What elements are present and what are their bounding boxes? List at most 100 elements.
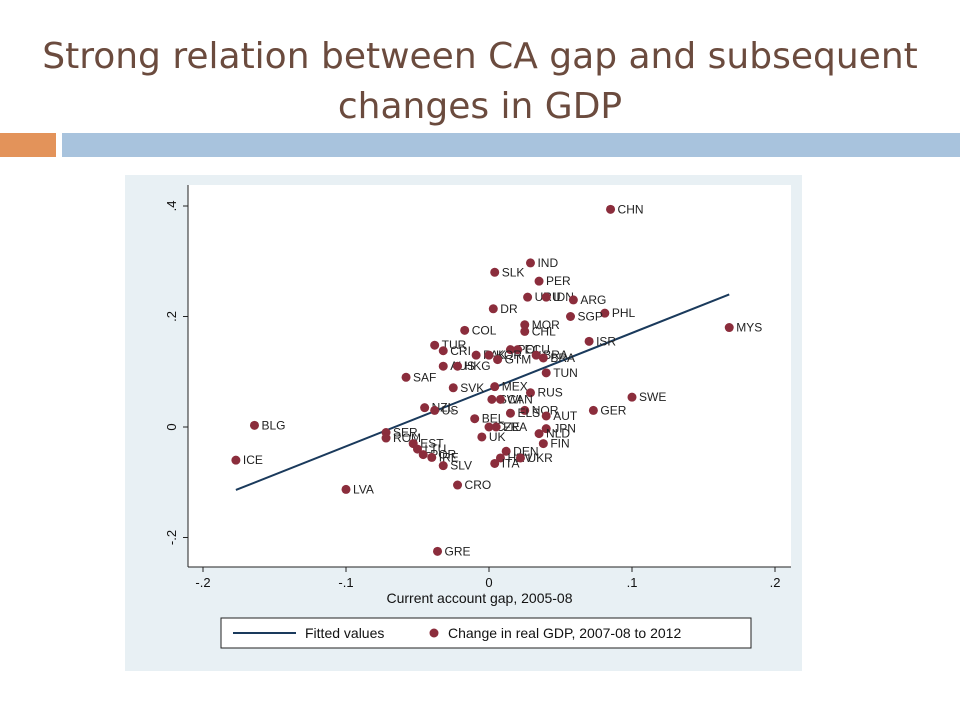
data-point — [470, 414, 480, 424]
data-point-label: IDN — [553, 290, 574, 304]
data-point — [538, 353, 548, 363]
data-point-label: US — [442, 403, 459, 417]
data-point-label: LVA — [353, 482, 374, 496]
data-point-label: CHL — [532, 324, 556, 338]
data-point-label: PER — [546, 274, 571, 288]
accent-bar-orange — [0, 133, 56, 157]
y-tick-label: -.2 — [164, 530, 179, 545]
data-point-label: GTM — [505, 353, 532, 367]
data-point — [541, 424, 551, 434]
data-point — [430, 405, 440, 415]
data-point — [513, 345, 523, 355]
data-point — [487, 394, 497, 404]
x-tick-label: -.2 — [195, 575, 210, 590]
data-point — [453, 480, 463, 490]
data-point-label: KOR — [496, 348, 522, 362]
data-point — [490, 382, 500, 392]
data-point-label: FRA — [503, 420, 527, 434]
data-point-label: NLD — [546, 427, 570, 441]
data-point-label: SLV — [450, 459, 472, 473]
data-point-label: ITA — [502, 456, 520, 470]
data-point — [600, 308, 610, 318]
data-point — [341, 484, 351, 494]
data-point-label: AUT — [553, 409, 578, 423]
data-point — [520, 405, 530, 415]
data-point — [477, 432, 487, 442]
data-point-label: RUS — [537, 386, 562, 400]
data-point — [495, 453, 505, 463]
data-point-label: CRO — [465, 478, 492, 492]
data-point-label: ECU — [525, 343, 550, 357]
data-point-label: ICE — [243, 453, 263, 467]
data-point — [724, 323, 734, 333]
data-point-label: NOR — [532, 403, 559, 417]
x-tick-label: 0 — [485, 575, 492, 590]
data-point-label: TUN — [553, 366, 578, 380]
data-point — [438, 346, 448, 356]
data-point — [490, 458, 500, 468]
data-point — [471, 350, 481, 360]
data-point-label: JPN — [553, 422, 576, 436]
data-point — [418, 450, 428, 460]
data-point — [566, 312, 576, 321]
data-point — [427, 452, 437, 462]
plot-area — [188, 185, 791, 567]
data-point-label: MEX — [502, 380, 528, 394]
data-point — [438, 361, 448, 371]
chart-panel: -.2 0 .2 .4 -.2 -.1 0 .1 .2 Current account gap, … — [125, 175, 802, 671]
y-tick-label: .2 — [164, 311, 179, 322]
data-point — [520, 320, 530, 330]
data-point-label: FIN — [550, 437, 569, 451]
data-point-label: PHL — [612, 306, 636, 320]
data-point — [231, 455, 241, 465]
data-point-label: BRA — [543, 348, 568, 362]
data-point-label: SLK — [502, 265, 525, 279]
data-point-label: COL — [472, 323, 497, 337]
legend-fitted-label: Fitted values — [305, 625, 384, 641]
data-point-label: IRE — [439, 450, 459, 464]
data-point — [531, 350, 541, 360]
data-point — [606, 204, 616, 214]
data-point — [488, 304, 498, 314]
data-point-label: SVK — [460, 381, 484, 395]
y-tick-label: .4 — [164, 201, 179, 212]
data-point-label: ISR — [596, 334, 616, 348]
data-point — [541, 292, 551, 302]
data-point-label: CZE — [496, 420, 520, 434]
data-point — [249, 420, 259, 430]
data-point-label: GER — [600, 403, 626, 417]
data-point — [538, 439, 548, 449]
x-axis-label: Current account gap, 2005-08 — [386, 590, 572, 606]
data-point — [505, 408, 515, 418]
data-point — [413, 444, 422, 454]
data-point-label: GRE — [445, 544, 471, 558]
data-point-label: IND — [537, 256, 558, 270]
data-point — [448, 383, 458, 393]
data-point-label: MOR — [532, 318, 560, 332]
slide-title-line-1: Strong relation between CA gap and subse… — [42, 36, 918, 77]
data-point — [460, 325, 470, 335]
data-point — [433, 546, 443, 556]
data-point — [381, 433, 391, 443]
data-point-label: CRI — [450, 344, 471, 358]
data-point-label: CHN — [618, 202, 644, 216]
data-point — [430, 340, 440, 350]
legend-box — [220, 617, 752, 649]
data-point — [495, 394, 505, 404]
data-point — [520, 326, 530, 336]
data-point — [515, 453, 525, 463]
data-point — [505, 345, 515, 355]
data-point-label: BLG — [261, 418, 285, 432]
data-point — [420, 403, 430, 413]
data-point — [493, 355, 503, 365]
data-point-label: LTU — [425, 442, 447, 456]
x-tick-label: .1 — [627, 575, 638, 590]
data-point — [541, 368, 551, 378]
data-point-label: CAN — [507, 392, 532, 406]
data-point — [491, 422, 501, 432]
data-point-label: DR — [500, 302, 518, 316]
data-point-label: SGP — [578, 310, 603, 324]
accent-bar-blue — [62, 133, 960, 157]
data-point — [501, 446, 511, 456]
data-point-label: ARG — [580, 293, 606, 307]
